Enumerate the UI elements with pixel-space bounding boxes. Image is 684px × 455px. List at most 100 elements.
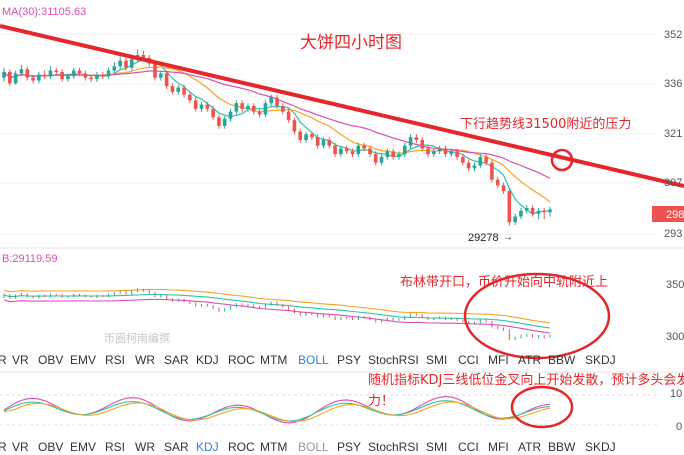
candle-body xyxy=(251,106,256,112)
boll-y-tick-350: 350 xyxy=(666,279,684,291)
candle-body xyxy=(478,157,483,166)
indicator-tab-skdj[interactable]: SKDJ xyxy=(585,353,616,367)
candle-body xyxy=(507,191,512,223)
kdj-y-tick-10: 10 xyxy=(670,388,682,400)
indicator-tab-kdj[interactable]: KDJ xyxy=(196,353,219,367)
indicator-tab-obv[interactable]: OBV xyxy=(38,440,63,454)
indicator-tabs-row-1: R VR OBV EMV RSI WR SAR KDJ ROC MTM BOLL PSY StochRS… xyxy=(0,353,616,367)
indicator-tab-roc[interactable]: ROC xyxy=(228,440,255,454)
boll-band xyxy=(3,288,551,324)
downtrend-line xyxy=(0,24,684,188)
indicator-tab-boll[interactable]: BOLL xyxy=(298,353,329,367)
candle-body xyxy=(211,108,215,118)
candle-body xyxy=(60,72,64,80)
candle-body xyxy=(263,103,268,115)
candle-body xyxy=(188,94,192,101)
candle-body xyxy=(548,209,552,213)
candle-body xyxy=(106,70,111,77)
candle-body xyxy=(182,87,186,95)
indicator-tab-rsi[interactable]: RSI xyxy=(105,353,125,367)
candle-body xyxy=(217,117,221,126)
indicator-tab-rsi[interactable]: RSI xyxy=(105,440,125,454)
candle-body xyxy=(141,55,146,58)
indicator-tab-roc[interactable]: ROC xyxy=(228,353,255,367)
current-price-tag xyxy=(652,206,684,222)
indicator-tab-cci[interactable]: CCI xyxy=(458,440,479,454)
current-price-value: 298 xyxy=(666,209,684,221)
y-tick-307: 307 xyxy=(664,177,682,189)
candle-body xyxy=(391,151,395,157)
candle-body xyxy=(292,120,297,132)
candle-body xyxy=(356,145,361,155)
candle-body xyxy=(333,145,337,155)
ma-indicator-label: MA(30):31105.63 xyxy=(2,6,86,18)
candle-body xyxy=(89,77,93,80)
boll-band xyxy=(3,298,551,334)
candle-body xyxy=(513,216,517,223)
indicator-tab-emv[interactable]: EMV xyxy=(70,353,96,367)
candle-body xyxy=(100,74,105,77)
candle-body xyxy=(193,100,198,109)
indicator-tab-mfi[interactable]: MFI xyxy=(488,353,509,367)
candle-body xyxy=(461,157,465,163)
indicator-tab-mtm[interactable]: MTM xyxy=(260,353,287,367)
indicator-tab-atr[interactable]: ATR xyxy=(518,440,541,454)
y-tick-352: 352 xyxy=(664,29,682,41)
candle-body xyxy=(118,60,122,67)
indicator-tab-r[interactable]: R xyxy=(0,353,7,367)
candle-body xyxy=(31,77,35,81)
indicator-tab-psy[interactable]: PSY xyxy=(337,353,361,367)
watermark: 币圈柯南编撰 xyxy=(104,331,170,345)
indicator-tab-smi[interactable]: SMI xyxy=(426,353,447,367)
candle-body xyxy=(13,73,18,84)
indicator-tab-cci[interactable]: CCI xyxy=(458,353,479,367)
indicator-tab-mtm[interactable]: MTM xyxy=(260,440,287,454)
candle-body xyxy=(408,137,413,146)
candle-body xyxy=(437,148,442,152)
candle-body xyxy=(176,87,181,92)
indicator-tab-sar[interactable]: SAR xyxy=(164,440,189,454)
indicator-tab-vr[interactable]: VR xyxy=(12,440,29,454)
candle-body xyxy=(368,148,372,155)
candle-body xyxy=(443,148,448,155)
indicator-tab-obv[interactable]: OBV xyxy=(38,353,63,367)
indicator-tab-skdj[interactable]: SKDJ xyxy=(585,440,616,454)
indicator-tab-wr[interactable]: WR xyxy=(135,353,155,367)
indicator-tab-vr[interactable]: VR xyxy=(12,353,29,367)
candle-body xyxy=(66,76,70,80)
indicator-tab-stochrsi[interactable]: StochRSI xyxy=(368,440,419,454)
indicator-tab-stochrsi[interactable]: StochRSI xyxy=(368,353,419,367)
candle-body xyxy=(199,104,204,109)
candle-body xyxy=(542,210,546,213)
chart-title: 大饼四小时图 xyxy=(300,33,402,53)
candle-body xyxy=(159,73,163,78)
indicator-tab-atr[interactable]: ATR xyxy=(518,353,541,367)
indicator-tab-psy[interactable]: PSY xyxy=(337,440,361,454)
candle-body xyxy=(112,66,117,71)
candle-body xyxy=(432,151,436,155)
boll-y-tick-300: 300 xyxy=(666,331,684,343)
boll-annotation: 布林带开口，币价开始向中轨附近上 xyxy=(400,274,608,290)
candle-body xyxy=(327,140,332,146)
kdj-y-tick-0: 0 xyxy=(676,421,682,433)
candle-body xyxy=(495,179,500,186)
candle-body xyxy=(25,69,30,78)
indicator-tab-sar[interactable]: SAR xyxy=(164,353,189,367)
candle-body xyxy=(536,210,541,214)
candle-body xyxy=(240,103,244,109)
indicator-tab-r[interactable]: R xyxy=(0,440,7,454)
y-tick-336: 336 xyxy=(664,78,682,90)
indicator-tab-boll[interactable]: BOLL xyxy=(298,440,329,454)
candle-body xyxy=(350,151,355,155)
indicator-tab-smi[interactable]: SMI xyxy=(426,440,447,454)
indicator-tab-mfi[interactable]: MFI xyxy=(488,440,509,454)
candle-body xyxy=(339,148,343,155)
indicator-tab-bbw[interactable]: BBW xyxy=(548,353,576,367)
indicator-tab-kdj[interactable]: KDJ xyxy=(196,440,219,454)
indicator-tab-bbw[interactable]: BBW xyxy=(548,440,576,454)
candle-body xyxy=(466,162,471,169)
indicator-tab-emv[interactable]: EMV xyxy=(70,440,96,454)
indicator-tab-wr[interactable]: WR xyxy=(135,440,155,454)
kdj-annotation-line-1: 随机指标KDJ三线低位金叉向上开始发散，预计多头会发 xyxy=(368,372,684,388)
candle-body xyxy=(484,157,488,163)
